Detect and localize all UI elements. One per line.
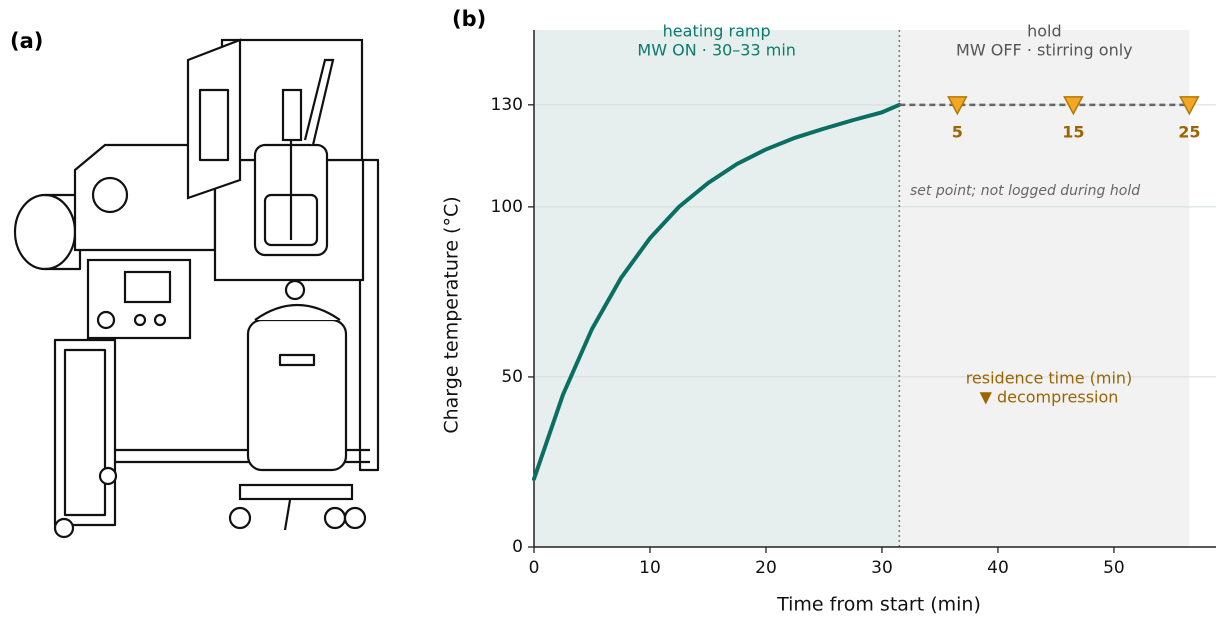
region — [534, 30, 900, 547]
y-tick-label: 50 — [501, 367, 523, 387]
y-tick-label: 130 — [491, 95, 523, 115]
panel-label: (a) — [10, 29, 43, 53]
decompression-marker — [1179, 96, 1200, 116]
region-label: heating ramp — [663, 22, 771, 41]
x-tick-label: 50 — [1103, 558, 1125, 578]
decompression-marker — [1063, 96, 1084, 116]
residence-note: residence time (min) — [966, 369, 1133, 388]
x-axis-label: Time from start (min) — [776, 594, 981, 616]
decompression-note: ▼ decompression — [980, 388, 1119, 407]
y-tick-label: 0 — [512, 537, 523, 557]
y-tick-label: 100 — [491, 197, 523, 217]
region — [899, 30, 1190, 547]
x-tick-label: 40 — [987, 558, 1009, 578]
x-tick-label: 10 — [639, 558, 661, 578]
residence-label: 25 — [1178, 122, 1200, 141]
x-tick-label: 0 — [529, 558, 540, 578]
residence-label: 5 — [952, 122, 963, 141]
y-axis-label: Charge temperature (°C) — [441, 196, 463, 433]
x-tick-label: 30 — [871, 558, 893, 578]
apparatus-illustration — [13, 38, 380, 539]
decompression-marker — [947, 96, 968, 116]
temperature-line — [532, 102, 902, 481]
region-sublabel: MW ON · 30–33 min — [637, 41, 796, 60]
set-point-note: set point; not logged during hold — [910, 183, 1140, 199]
region-label: hold — [1027, 22, 1062, 41]
residence-label: 15 — [1062, 122, 1084, 141]
x-tick-label: 20 — [755, 558, 777, 578]
panel-label: (b) — [452, 7, 486, 31]
region-sublabel: MW OFF · stirring only — [956, 41, 1133, 60]
